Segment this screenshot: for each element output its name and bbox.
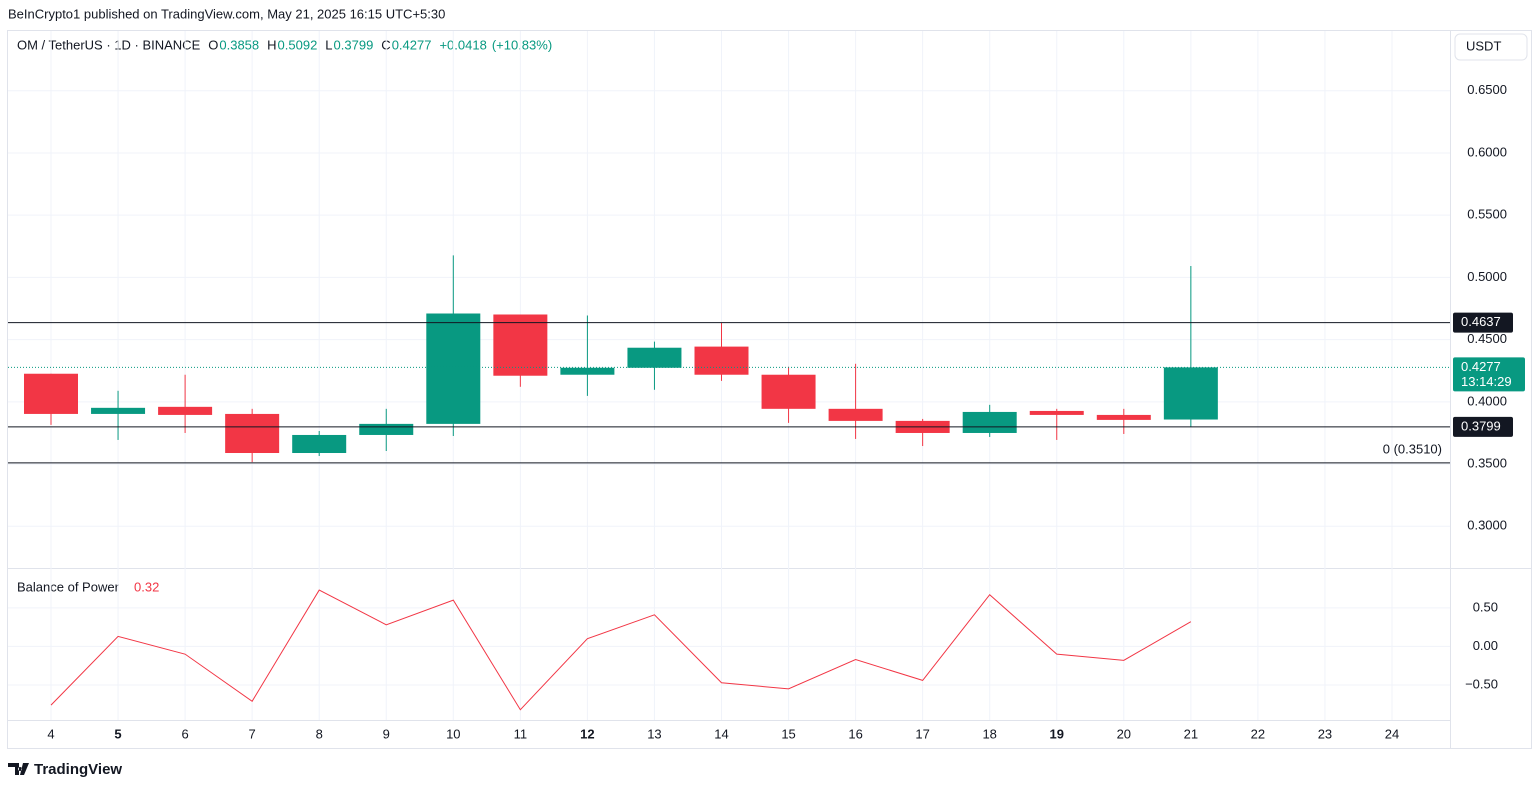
x-tick-label: 18 bbox=[982, 726, 996, 741]
x-tick-label: 17 bbox=[915, 726, 929, 741]
y-tick-label: 0.50 bbox=[1473, 599, 1498, 614]
symbol: OM / TetherUS · 1D · BINANCE bbox=[17, 37, 201, 52]
x-tick-label: 16 bbox=[848, 726, 862, 741]
candle-body bbox=[560, 367, 615, 375]
ohlc-change: +0.0418 bbox=[439, 37, 486, 52]
candle-body bbox=[292, 434, 347, 454]
candle-body bbox=[359, 423, 414, 435]
x-tick-label: 11 bbox=[514, 726, 528, 741]
x-tick-label: 6 bbox=[181, 726, 188, 741]
x-tick-label: 24 bbox=[1385, 726, 1399, 741]
x-tick-label: 19 bbox=[1050, 726, 1064, 741]
footer-logo bbox=[8, 763, 29, 775]
x-tick-label: 10 bbox=[446, 726, 460, 741]
y-tick-label: −0.50 bbox=[1465, 676, 1498, 691]
candle-body bbox=[962, 411, 1017, 433]
price-label-box bbox=[1453, 312, 1513, 333]
last-price-label: 0.4277 bbox=[1461, 359, 1501, 374]
candle-body bbox=[828, 408, 883, 421]
candle-body bbox=[1096, 414, 1151, 420]
x-tick-label: 8 bbox=[316, 726, 323, 741]
last-price-box bbox=[1453, 357, 1525, 392]
x-tick-label: 23 bbox=[1318, 726, 1332, 741]
x-tick-label: 14 bbox=[714, 726, 728, 741]
ohlc-value: 0.3799 bbox=[334, 37, 374, 52]
currency-button[interactable] bbox=[1454, 33, 1528, 61]
x-tick-label: 9 bbox=[383, 726, 390, 741]
candle-body bbox=[24, 373, 78, 414]
candle-body bbox=[694, 346, 749, 375]
line-label: 0 (0.3510) bbox=[1383, 441, 1442, 456]
candle-body bbox=[1029, 410, 1084, 415]
footer-brand: TradingView bbox=[34, 761, 122, 778]
ohlc-value: 0.3858 bbox=[219, 37, 259, 52]
y-tick-label: 0.4000 bbox=[1467, 393, 1507, 408]
candle-body bbox=[91, 407, 146, 414]
x-tick-label: 22 bbox=[1251, 726, 1265, 741]
ohlc-label: H bbox=[267, 37, 276, 52]
y-tick-label: 0.3000 bbox=[1467, 518, 1507, 533]
ohlc-label: O bbox=[208, 37, 218, 52]
publisher: BeInCrypto1 published on TradingView.com… bbox=[8, 6, 445, 21]
x-tick-label: 15 bbox=[781, 726, 795, 741]
x-tick-label: 4 bbox=[47, 726, 54, 741]
frame bbox=[7, 30, 1532, 749]
countdown: 13:14:29 bbox=[1461, 374, 1512, 389]
y-tick-label: 0.00 bbox=[1473, 638, 1498, 653]
candle-body bbox=[761, 374, 816, 409]
x-tick-label: 21 bbox=[1184, 726, 1198, 741]
x-tick-label: 13 bbox=[647, 726, 661, 741]
price-label-box bbox=[1453, 416, 1513, 437]
indicator-value: 0.32 bbox=[134, 579, 159, 594]
y-tick-label: 0.6500 bbox=[1467, 82, 1507, 97]
candle-body bbox=[426, 313, 481, 424]
indicator-title: Balance of Power bbox=[17, 579, 120, 594]
y-tick-label: 0.5500 bbox=[1467, 207, 1507, 222]
ohlc-change: (+10.83%) bbox=[492, 37, 552, 52]
x-tick-label: 12 bbox=[580, 726, 594, 741]
y-tick-label: 0.4500 bbox=[1467, 331, 1507, 346]
y-tick-label: 0.5000 bbox=[1467, 269, 1507, 284]
y-tick-label: 0.3500 bbox=[1467, 456, 1507, 471]
price-label: 0.4637 bbox=[1461, 314, 1501, 329]
currency[interactable]: USDT bbox=[1466, 38, 1501, 53]
candle-body bbox=[158, 406, 213, 415]
candle-body bbox=[627, 347, 682, 368]
ohlc-value: 0.5092 bbox=[278, 37, 318, 52]
price-label: 0.3799 bbox=[1461, 418, 1501, 433]
x-tick-label: 5 bbox=[114, 726, 121, 741]
candle-body bbox=[1163, 367, 1218, 420]
candle-body bbox=[493, 314, 548, 376]
y-tick-label: 0.6000 bbox=[1467, 144, 1507, 159]
ohlc-value: 0.4277 bbox=[392, 37, 432, 52]
indicator-line bbox=[50, 589, 1192, 711]
x-tick-label: 7 bbox=[249, 726, 256, 741]
x-tick-label: 20 bbox=[1117, 726, 1131, 741]
candle-body bbox=[225, 413, 280, 454]
ohlc-label: L bbox=[325, 37, 332, 52]
